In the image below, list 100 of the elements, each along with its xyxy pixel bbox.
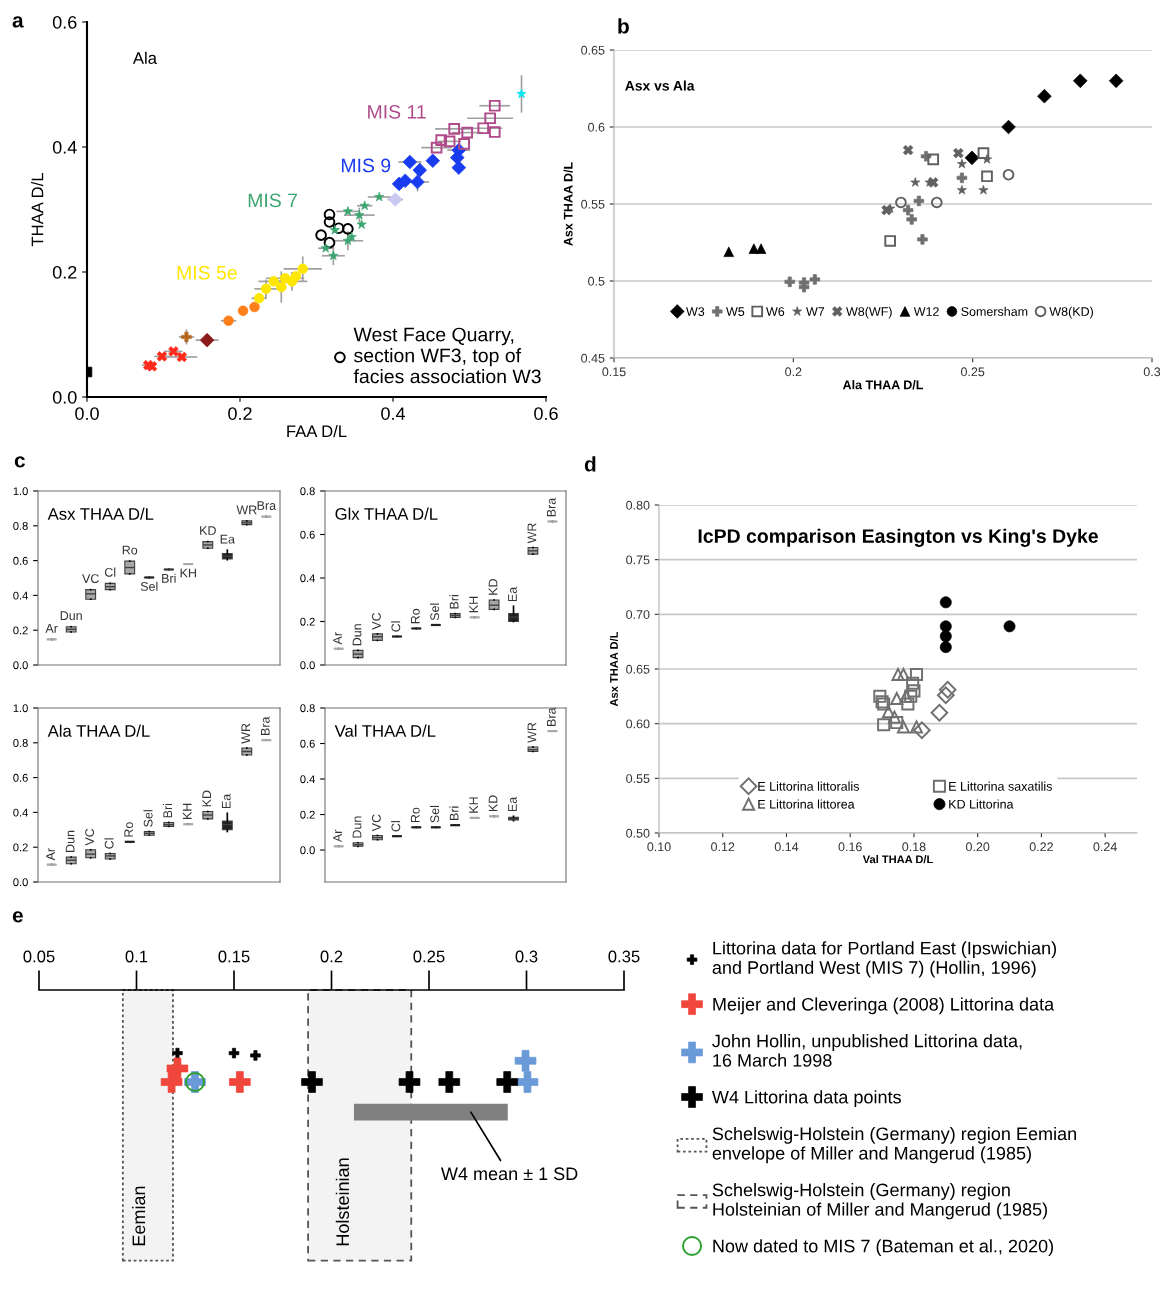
category-label: KD xyxy=(200,526,216,535)
y-tick-label: 0.6 xyxy=(300,530,315,539)
y-tick-label: 0.65 xyxy=(581,45,605,55)
chart-title: d xyxy=(584,456,596,472)
category-label: WR xyxy=(241,723,251,744)
category-label: KD xyxy=(202,790,212,807)
category-label: Cl xyxy=(391,821,401,832)
y-tick-label: 1.0 xyxy=(13,704,28,713)
category-label: Sel xyxy=(429,805,440,823)
category-label: Dun xyxy=(65,830,75,852)
category-label: Ro xyxy=(410,807,420,823)
x-tick-label: 0.10 xyxy=(647,842,671,852)
legend-label: West Face Quarry, section WF3, top of facies association W3 xyxy=(353,327,541,384)
x-tick-label: 0.0 xyxy=(75,407,99,420)
annotation: Asx THAA D/L xyxy=(47,507,154,520)
x-tick-label: 0.2 xyxy=(785,367,802,377)
category-label: WR xyxy=(236,505,257,515)
legend-label: W7 xyxy=(806,307,825,316)
x-tick-label: 0.16 xyxy=(838,842,862,852)
category-label: Bri xyxy=(449,806,459,820)
legend-label: W12 xyxy=(913,307,939,316)
y-tick-label: 0.5 xyxy=(588,276,605,286)
category-label: Dun xyxy=(352,624,362,646)
y-tick-label: 0.75 xyxy=(626,555,650,565)
annotation: Ala THAA D/L xyxy=(47,724,150,737)
x-tick-label: 0.35 xyxy=(608,950,640,963)
x-tick-label: 0.1 xyxy=(125,950,148,963)
category-label: WR xyxy=(527,523,537,544)
x-axis-title: FAA D/L xyxy=(287,424,347,438)
series-label: MIS 5e xyxy=(177,265,237,280)
legend-label: W4 Littorina data points xyxy=(711,1090,901,1108)
band-label: Eemian xyxy=(131,1186,146,1246)
category-label: WR xyxy=(527,722,537,743)
legend-label: Somersham xyxy=(961,306,1028,316)
x-tick-label: 0.6 xyxy=(534,407,558,420)
category-label: Bra xyxy=(260,716,270,735)
category-label: Ea xyxy=(508,586,517,602)
text: W4 mean ± 1 SD xyxy=(440,1167,578,1181)
category-label: Ar xyxy=(45,624,58,633)
category-label: Bri xyxy=(162,803,172,818)
legend-label: Now dated to MIS 7 (Bateman et al., 2020) xyxy=(713,1239,1054,1257)
text: MIS 7 xyxy=(248,193,297,208)
x-tick-label: 0.12 xyxy=(711,842,735,852)
category-label: KD xyxy=(488,795,498,812)
category-label: VC xyxy=(371,814,381,832)
category-label: VC xyxy=(371,612,381,630)
category-label: Ea xyxy=(220,534,235,544)
category-label: Ro xyxy=(124,822,134,837)
x-tick-label: 0.18 xyxy=(902,842,926,852)
series-label: MIS 9 xyxy=(341,158,391,173)
band-label: Holsteinian xyxy=(335,1158,350,1246)
x-tick-label: 0.14 xyxy=(774,842,799,852)
y-tick-label: 1.0 xyxy=(13,487,28,496)
category-label: Cl xyxy=(391,621,401,632)
y-tick-label: 0.0 xyxy=(52,390,77,404)
category-label: Sel xyxy=(429,603,440,621)
legend-label: John Hollin, unpublished Littorina data, 16 March 1998 xyxy=(712,1034,1022,1067)
category-label: Ea xyxy=(221,793,231,809)
y-tick-label: 0.0 xyxy=(300,661,315,670)
y-tick-label: 0.80 xyxy=(626,500,650,510)
y-tick-label: 0.0 xyxy=(13,661,28,670)
category-label: KD xyxy=(488,579,498,595)
category-label: Bra xyxy=(257,501,277,510)
y-tick-label: 0.4 xyxy=(13,591,28,600)
chart-title: e xyxy=(12,911,23,923)
legend-label: E Littorina saxatilis xyxy=(949,781,1052,791)
category-label: Dun xyxy=(60,611,82,621)
text: Schelswig-Holstein (Germany) region Holsteinian of Miller and Mangerud (1985) xyxy=(712,1183,1047,1220)
x-tick-label: 0.3 xyxy=(1143,367,1161,377)
y-axis-title: Asx THAA D/L xyxy=(609,631,619,707)
y-tick-label: 0.2 xyxy=(300,617,315,626)
chart-title: b xyxy=(618,18,629,34)
category-label: Bri xyxy=(162,573,176,583)
x-tick-label: 0.15 xyxy=(602,367,626,377)
legend-label: W8(WF) xyxy=(846,306,892,319)
x-tick-label: 0.25 xyxy=(413,950,445,963)
y-tick-label: 0.4 xyxy=(300,775,315,784)
y-tick-label: 0.2 xyxy=(300,810,315,819)
x-tick-label: 0.05 xyxy=(23,950,55,963)
y-tick-label: 0.6 xyxy=(300,739,315,748)
legend-label: W3 xyxy=(686,307,705,316)
y-tick-label: 0.6 xyxy=(13,773,28,782)
series-label: MIS 11 xyxy=(368,104,426,119)
y-tick-label: 0.4 xyxy=(300,574,315,583)
category-label: Sel xyxy=(140,581,158,591)
category-label: Bra xyxy=(547,497,556,517)
y-tick-label: 0.6 xyxy=(52,15,77,29)
x-tick-label: 0.15 xyxy=(218,950,250,963)
y-tick-label: 0.65 xyxy=(626,664,650,674)
y-tick-label: 0.6 xyxy=(588,122,605,132)
legend-label: W6 xyxy=(766,307,785,316)
x-tick-label: 0.25 xyxy=(960,367,985,377)
y-tick-label: 0.8 xyxy=(13,739,28,747)
y-tick-label: 0.50 xyxy=(626,828,650,838)
category-label: KH xyxy=(469,596,478,613)
y-axis-title: Asx THAA D/L xyxy=(563,162,573,246)
y-tick-label: 0.4 xyxy=(13,808,28,817)
y-tick-label: 0.2 xyxy=(52,265,77,279)
y-tick-label: 0.55 xyxy=(626,774,650,783)
category-label: Sel xyxy=(143,810,153,827)
